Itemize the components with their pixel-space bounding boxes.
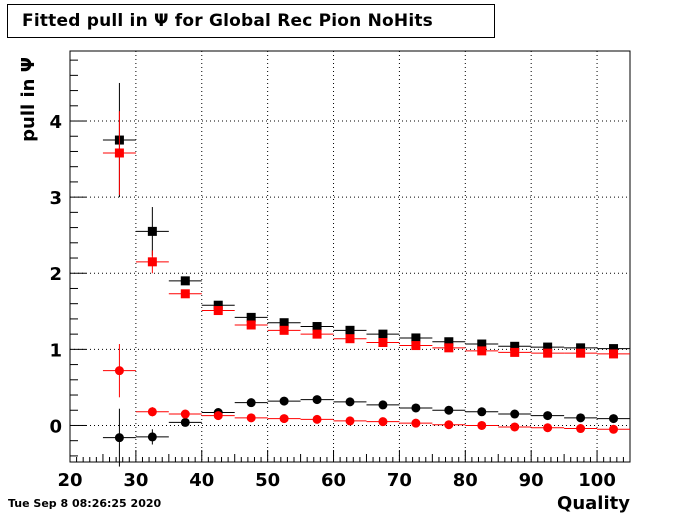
data-point-circle [147, 432, 157, 442]
data-point-circle [312, 414, 322, 424]
data-point-square [543, 342, 553, 352]
data-point-circle [576, 413, 586, 423]
data-point-circle [510, 409, 520, 419]
data-point-square [576, 348, 586, 358]
data-point-circle [609, 424, 619, 434]
x-tick-label: 70 [387, 470, 412, 491]
data-point-circle [180, 417, 190, 427]
data-point-square [411, 341, 421, 351]
chart-title: Fitted pull in Ψ for Global Rec Pion NoH… [22, 11, 433, 31]
data-point-square [609, 344, 619, 354]
data-point-circle [246, 398, 256, 408]
data-point-circle [279, 414, 289, 424]
data-point-square [279, 325, 289, 335]
data-point-circle [114, 366, 124, 376]
data-point-square [609, 349, 619, 359]
data-series [102, 82, 630, 467]
data-point-circle [345, 416, 355, 426]
series-4 [102, 344, 630, 434]
x-axis-label: Quality [557, 493, 630, 514]
data-point-circle [378, 400, 388, 410]
data-point-square [576, 343, 586, 353]
data-point-square [378, 338, 388, 348]
series-2 [102, 111, 630, 359]
data-point-square [213, 300, 223, 310]
y-tick-label: 3 [49, 188, 62, 209]
data-point-circle [312, 395, 322, 405]
data-point-square [246, 312, 256, 322]
data-point-square [345, 325, 355, 335]
data-point-circle [345, 397, 355, 407]
x-tick-label: 20 [57, 470, 82, 491]
data-point-circle [510, 422, 520, 432]
data-point-square [444, 343, 454, 353]
x-tick-label: 50 [255, 470, 280, 491]
data-point-circle [543, 423, 553, 433]
data-point-circle [213, 411, 223, 421]
y-tick-label: 4 [49, 112, 62, 133]
timestamp-footer: Tue Sep 8 08:26:25 2020 [8, 497, 162, 510]
data-point-circle [609, 414, 619, 424]
axis-ticks [69, 59, 624, 462]
data-point-square [312, 329, 322, 339]
data-point-square [180, 289, 190, 299]
data-point-circle [114, 433, 124, 443]
data-point-circle [411, 403, 421, 413]
data-point-square [411, 333, 421, 343]
series-1 [102, 82, 630, 354]
data-point-circle [477, 420, 487, 430]
data-point-circle [576, 424, 586, 434]
x-tick-label: 40 [189, 470, 214, 491]
data-point-circle [279, 396, 289, 406]
data-point-circle [444, 405, 454, 415]
y-tick-label: 2 [49, 264, 62, 285]
data-point-square [279, 318, 289, 328]
data-point-square [510, 341, 520, 351]
x-tick-label: 30 [123, 470, 148, 491]
data-point-circle [246, 413, 256, 423]
data-point-square [246, 320, 256, 330]
y-tick-label: 1 [49, 340, 62, 361]
data-point-circle [378, 417, 388, 427]
data-point-circle [180, 409, 190, 419]
data-point-circle [147, 407, 157, 417]
x-tick-label: 100 [578, 470, 616, 491]
data-point-square [114, 148, 124, 158]
data-point-square [543, 348, 553, 358]
y-tick-label: 0 [49, 416, 62, 437]
data-point-square [477, 346, 487, 356]
data-point-square [345, 334, 355, 344]
data-point-circle [543, 411, 553, 421]
plot-frame [69, 50, 631, 463]
data-point-square [213, 306, 223, 316]
chart-title-box: Fitted pull in Ψ for Global Rec Pion NoH… [7, 4, 495, 38]
x-tick-label: 60 [321, 470, 346, 491]
data-point-circle [411, 418, 421, 428]
data-point-square [180, 276, 190, 286]
y-axis-label: pull in Ψ [18, 57, 39, 142]
data-point-square [477, 339, 487, 349]
data-point-square [147, 257, 157, 267]
data-point-square [312, 322, 322, 332]
data-point-square [444, 337, 454, 347]
data-point-square [147, 226, 157, 236]
axis-tick-labels: 20 30 40 50 60 70 80 90 100 0 1 2 3 4 [49, 112, 615, 491]
x-tick-label: 90 [519, 470, 544, 491]
data-point-circle [444, 420, 454, 430]
grid-lines [70, 51, 630, 462]
data-point-square [510, 347, 520, 357]
data-point-square [378, 329, 388, 339]
data-point-circle [477, 407, 487, 417]
x-tick-label: 80 [453, 470, 478, 491]
